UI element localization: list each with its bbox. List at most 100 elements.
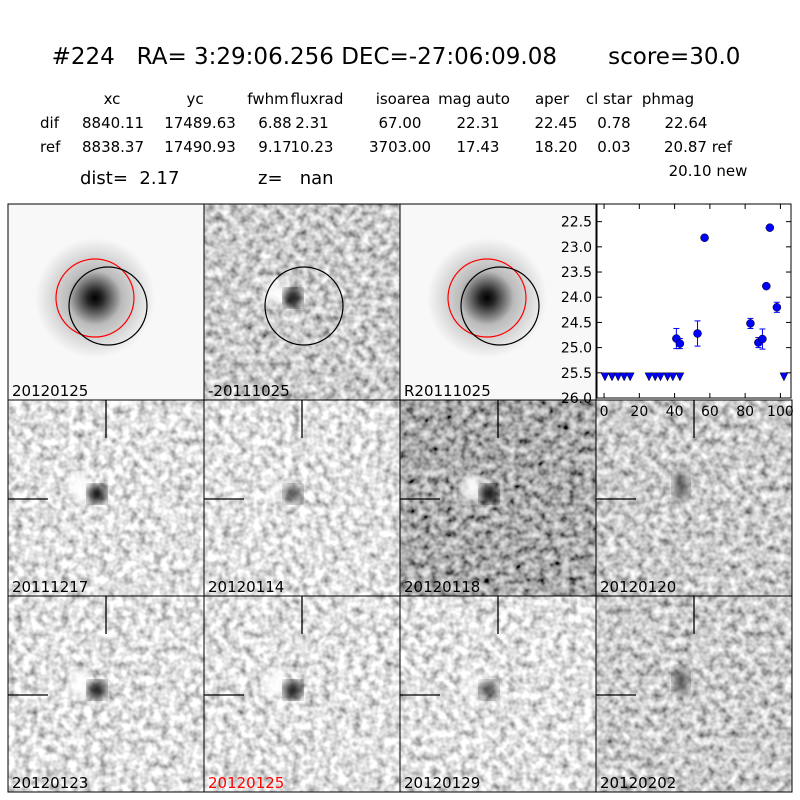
y-tick-label: 25.5 xyxy=(561,366,592,382)
y-tick-label: 25.0 xyxy=(561,341,592,357)
image-panel: 20120125 xyxy=(7,203,205,401)
table-cell: 17.43 xyxy=(457,138,500,156)
image-panel: 20120114 xyxy=(203,399,401,597)
image-panel: 20120202 xyxy=(595,595,793,793)
column-header: fluxrad xyxy=(291,90,344,108)
table-cell: 10.23 xyxy=(291,138,334,156)
table-cell: 22.31 xyxy=(457,114,500,132)
residual-negative xyxy=(480,681,498,699)
point xyxy=(772,303,782,312)
source xyxy=(35,238,155,358)
table-cell: 20.87 ref xyxy=(664,138,733,156)
residual-positive xyxy=(265,670,287,698)
y-tick-label: 26.0 xyxy=(561,391,592,407)
y-tick-label: 22.5 xyxy=(561,215,592,231)
upper-limit xyxy=(663,372,672,382)
image-panel: -20111025 xyxy=(203,203,401,401)
column-header: phmag xyxy=(642,90,694,108)
upper-limit xyxy=(656,372,665,382)
point xyxy=(700,233,709,243)
red-aperture xyxy=(55,258,135,338)
image-panel: 20111217 xyxy=(7,399,205,597)
residual-negative xyxy=(673,471,689,499)
table-note: 20.10 new xyxy=(669,162,748,180)
image-panel: 20120125 xyxy=(203,595,401,793)
residual-negative xyxy=(88,681,106,699)
panel-label: 20120123 xyxy=(12,774,88,792)
residual-positive xyxy=(265,474,287,502)
point xyxy=(758,334,767,344)
y-tick-label: 23.0 xyxy=(561,240,592,256)
panel-label: 20120202 xyxy=(600,774,676,792)
upper-limit xyxy=(619,372,629,382)
table-cell: 8840.11 xyxy=(82,114,144,132)
table-cell: 0.78 xyxy=(597,114,630,132)
point xyxy=(746,319,755,328)
table-cell: 0.03 xyxy=(597,138,630,156)
upper-limit xyxy=(644,372,654,382)
residual-negative xyxy=(480,485,498,503)
black-aperture xyxy=(264,266,344,346)
column-header: yc xyxy=(186,90,203,108)
y-tick-label: 24.0 xyxy=(561,290,592,306)
upper-limit xyxy=(675,372,685,382)
table-cell: 8838.37 xyxy=(82,138,144,156)
point xyxy=(675,339,685,348)
y-tick-label: 23.5 xyxy=(561,265,592,281)
panel-label: -20111025 xyxy=(208,382,290,400)
residual-negative xyxy=(284,289,302,307)
table-cell: 67.00 xyxy=(379,114,422,132)
residual-positive xyxy=(265,278,287,306)
residual-negative xyxy=(284,681,302,699)
black-aperture xyxy=(460,266,540,346)
dist: dist= 2.17 xyxy=(80,168,179,189)
column-header: aper xyxy=(535,90,570,108)
upper-limit xyxy=(779,372,789,382)
upper-limit xyxy=(650,372,660,382)
image xyxy=(204,204,400,400)
row-label: ref xyxy=(40,138,61,156)
image-panel: 20120123 xyxy=(7,595,205,793)
redshift: z= nan xyxy=(258,168,334,189)
point xyxy=(765,223,775,232)
upper-limit xyxy=(600,372,610,382)
point xyxy=(693,329,702,338)
black-aperture xyxy=(68,266,148,346)
panel-label: 20120118 xyxy=(404,578,480,596)
column-header: isoarea xyxy=(376,90,431,108)
red-aperture xyxy=(447,258,527,338)
image-panel: 20120118 xyxy=(399,399,597,597)
y-tick-label: 24.5 xyxy=(561,315,592,331)
point xyxy=(762,281,771,291)
x-tick-label: 0 xyxy=(600,404,609,420)
panel-label: 20120125 xyxy=(208,774,284,792)
residual-negative xyxy=(88,485,106,503)
column-header: cl star xyxy=(586,90,633,108)
residual-positive xyxy=(69,670,91,698)
table-cell: 9.17 xyxy=(258,138,291,156)
row-label: dif xyxy=(40,114,60,132)
residual-positive xyxy=(461,474,483,502)
table-cell: 3703.00 xyxy=(369,138,431,156)
x-tick-label: 80 xyxy=(736,404,754,420)
table-cell: 17490.93 xyxy=(164,138,236,156)
panel-label: 20111217 xyxy=(12,578,88,596)
plot-frame xyxy=(596,203,792,399)
table-cell: 17489.63 xyxy=(164,114,236,132)
table-cell: 2.31 xyxy=(295,114,328,132)
x-tick-label: 40 xyxy=(666,404,684,420)
residual-negative xyxy=(284,485,302,503)
image-panel: 20120129 xyxy=(399,595,597,793)
source xyxy=(427,238,547,358)
column-header: mag auto xyxy=(438,90,510,108)
panel-label: 20120120 xyxy=(600,578,676,596)
column-header: xc xyxy=(104,90,121,108)
upper-limit xyxy=(668,372,678,382)
title: #224 RA= 3:29:06.256 DEC=-27:06:09.08 sc… xyxy=(52,44,741,70)
upper-limit xyxy=(625,372,635,382)
upper-limit xyxy=(613,372,623,382)
panel-label: R20111025 xyxy=(404,382,491,400)
panels: 20120125 -20111025 R20111025 20111217 201201… xyxy=(7,203,793,793)
